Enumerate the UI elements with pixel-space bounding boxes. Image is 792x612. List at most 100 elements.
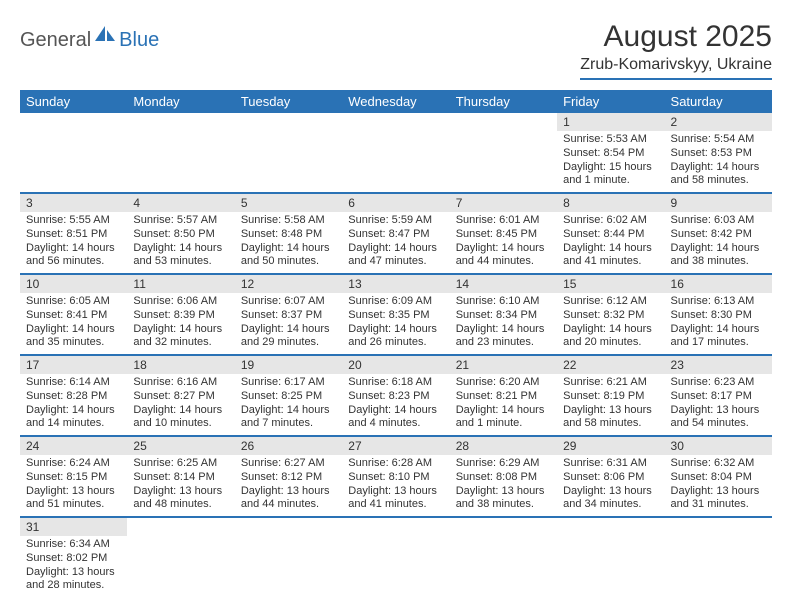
calendar-week-row: 17Sunrise: 6:14 AMSunset: 8:28 PMDayligh…	[20, 355, 772, 436]
sunrise-text: Sunrise: 6:25 AM	[133, 457, 228, 471]
calendar-day-cell	[450, 517, 557, 597]
daylight-text: Daylight: 14 hours and 1 minute.	[456, 404, 551, 432]
day-number: 25	[127, 437, 234, 455]
calendar-day-cell: 15Sunrise: 6:12 AMSunset: 8:32 PMDayligh…	[557, 274, 664, 355]
month-title: August 2025	[580, 20, 772, 54]
calendar-day-cell: 22Sunrise: 6:21 AMSunset: 8:19 PMDayligh…	[557, 355, 664, 436]
sunrise-text: Sunrise: 6:03 AM	[671, 214, 766, 228]
sunrise-text: Sunrise: 6:29 AM	[456, 457, 551, 471]
daylight-text: Daylight: 13 hours and 58 minutes.	[563, 404, 658, 432]
day-details: Sunrise: 6:20 AMSunset: 8:21 PMDaylight:…	[450, 374, 557, 435]
day-details: Sunrise: 6:17 AMSunset: 8:25 PMDaylight:…	[235, 374, 342, 435]
sunset-text: Sunset: 8:39 PM	[133, 309, 228, 323]
day-details: Sunrise: 6:06 AMSunset: 8:39 PMDaylight:…	[127, 293, 234, 354]
daylight-text: Daylight: 14 hours and 35 minutes.	[26, 323, 121, 351]
day-number: 10	[20, 275, 127, 293]
weekday-header: Saturday	[665, 90, 772, 113]
sunrise-text: Sunrise: 6:32 AM	[671, 457, 766, 471]
day-number	[665, 518, 772, 522]
sunrise-text: Sunrise: 6:20 AM	[456, 376, 551, 390]
sunset-text: Sunset: 8:02 PM	[26, 552, 121, 566]
calendar-day-cell: 20Sunrise: 6:18 AMSunset: 8:23 PMDayligh…	[342, 355, 449, 436]
sunrise-text: Sunrise: 6:31 AM	[563, 457, 658, 471]
day-details: Sunrise: 6:05 AMSunset: 8:41 PMDaylight:…	[20, 293, 127, 354]
sunrise-text: Sunrise: 5:57 AM	[133, 214, 228, 228]
sunset-text: Sunset: 8:14 PM	[133, 471, 228, 485]
day-details: Sunrise: 6:01 AMSunset: 8:45 PMDaylight:…	[450, 212, 557, 273]
sunset-text: Sunset: 8:37 PM	[241, 309, 336, 323]
daylight-text: Daylight: 14 hours and 17 minutes.	[671, 323, 766, 351]
daylight-text: Daylight: 14 hours and 10 minutes.	[133, 404, 228, 432]
calendar-day-cell	[235, 517, 342, 597]
daylight-text: Daylight: 14 hours and 56 minutes.	[26, 242, 121, 270]
day-details: Sunrise: 6:10 AMSunset: 8:34 PMDaylight:…	[450, 293, 557, 354]
sunset-text: Sunset: 8:48 PM	[241, 228, 336, 242]
sunrise-text: Sunrise: 6:05 AM	[26, 295, 121, 309]
sunset-text: Sunset: 8:42 PM	[671, 228, 766, 242]
weekday-header: Tuesday	[235, 90, 342, 113]
sunset-text: Sunset: 8:44 PM	[563, 228, 658, 242]
sunrise-text: Sunrise: 5:54 AM	[671, 133, 766, 147]
calendar-day-cell: 6Sunrise: 5:59 AMSunset: 8:47 PMDaylight…	[342, 193, 449, 274]
day-number: 6	[342, 194, 449, 212]
daylight-text: Daylight: 14 hours and 4 minutes.	[348, 404, 443, 432]
day-number	[342, 113, 449, 117]
day-number: 17	[20, 356, 127, 374]
sunrise-text: Sunrise: 6:28 AM	[348, 457, 443, 471]
day-number: 24	[20, 437, 127, 455]
day-details: Sunrise: 6:09 AMSunset: 8:35 PMDaylight:…	[342, 293, 449, 354]
sunset-text: Sunset: 8:53 PM	[671, 147, 766, 161]
daylight-text: Daylight: 15 hours and 1 minute.	[563, 161, 658, 189]
sunrise-text: Sunrise: 6:10 AM	[456, 295, 551, 309]
day-number	[450, 518, 557, 522]
sunrise-text: Sunrise: 6:16 AM	[133, 376, 228, 390]
day-number: 14	[450, 275, 557, 293]
day-number: 29	[557, 437, 664, 455]
calendar-day-cell: 29Sunrise: 6:31 AMSunset: 8:06 PMDayligh…	[557, 436, 664, 517]
sail-icon	[95, 26, 117, 47]
calendar-day-cell	[665, 517, 772, 597]
day-number: 8	[557, 194, 664, 212]
calendar-day-cell: 10Sunrise: 6:05 AMSunset: 8:41 PMDayligh…	[20, 274, 127, 355]
calendar-day-cell: 27Sunrise: 6:28 AMSunset: 8:10 PMDayligh…	[342, 436, 449, 517]
day-number	[127, 113, 234, 117]
daylight-text: Daylight: 13 hours and 41 minutes.	[348, 485, 443, 513]
day-details: Sunrise: 6:31 AMSunset: 8:06 PMDaylight:…	[557, 455, 664, 516]
day-number	[20, 113, 127, 117]
daylight-text: Daylight: 14 hours and 20 minutes.	[563, 323, 658, 351]
calendar-day-cell: 25Sunrise: 6:25 AMSunset: 8:14 PMDayligh…	[127, 436, 234, 517]
day-details: Sunrise: 6:16 AMSunset: 8:27 PMDaylight:…	[127, 374, 234, 435]
sunrise-text: Sunrise: 6:07 AM	[241, 295, 336, 309]
calendar-day-cell: 30Sunrise: 6:32 AMSunset: 8:04 PMDayligh…	[665, 436, 772, 517]
day-number: 31	[20, 518, 127, 536]
calendar-day-cell: 4Sunrise: 5:57 AMSunset: 8:50 PMDaylight…	[127, 193, 234, 274]
day-details: Sunrise: 6:24 AMSunset: 8:15 PMDaylight:…	[20, 455, 127, 516]
calendar-day-cell: 31Sunrise: 6:34 AMSunset: 8:02 PMDayligh…	[20, 517, 127, 597]
sunset-text: Sunset: 8:27 PM	[133, 390, 228, 404]
calendar-week-row: 31Sunrise: 6:34 AMSunset: 8:02 PMDayligh…	[20, 517, 772, 597]
sunrise-text: Sunrise: 5:53 AM	[563, 133, 658, 147]
sunrise-text: Sunrise: 6:02 AM	[563, 214, 658, 228]
sunrise-text: Sunrise: 6:34 AM	[26, 538, 121, 552]
sunset-text: Sunset: 8:28 PM	[26, 390, 121, 404]
day-number: 28	[450, 437, 557, 455]
location-label: Zrub-Komarivskyy, Ukraine	[580, 56, 772, 80]
sunset-text: Sunset: 8:12 PM	[241, 471, 336, 485]
sunset-text: Sunset: 8:23 PM	[348, 390, 443, 404]
day-details: Sunrise: 6:29 AMSunset: 8:08 PMDaylight:…	[450, 455, 557, 516]
calendar-week-row: 24Sunrise: 6:24 AMSunset: 8:15 PMDayligh…	[20, 436, 772, 517]
weekday-header: Wednesday	[342, 90, 449, 113]
weekday-header: Thursday	[450, 90, 557, 113]
day-number	[127, 518, 234, 522]
day-details: Sunrise: 6:07 AMSunset: 8:37 PMDaylight:…	[235, 293, 342, 354]
day-details: Sunrise: 6:12 AMSunset: 8:32 PMDaylight:…	[557, 293, 664, 354]
day-details: Sunrise: 6:34 AMSunset: 8:02 PMDaylight:…	[20, 536, 127, 597]
day-number	[450, 113, 557, 117]
day-number: 1	[557, 113, 664, 131]
daylight-text: Daylight: 14 hours and 29 minutes.	[241, 323, 336, 351]
daylight-text: Daylight: 13 hours and 44 minutes.	[241, 485, 336, 513]
sunset-text: Sunset: 8:04 PM	[671, 471, 766, 485]
daylight-text: Daylight: 14 hours and 23 minutes.	[456, 323, 551, 351]
daylight-text: Daylight: 14 hours and 58 minutes.	[671, 161, 766, 189]
day-details: Sunrise: 6:25 AMSunset: 8:14 PMDaylight:…	[127, 455, 234, 516]
